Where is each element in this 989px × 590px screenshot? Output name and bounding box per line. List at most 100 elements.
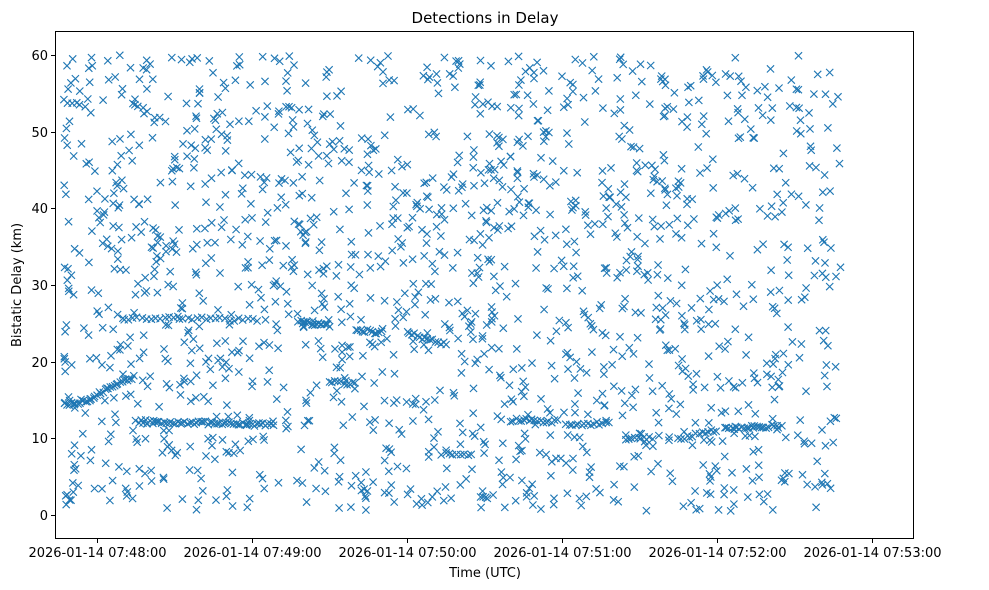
detection-point bbox=[545, 408, 554, 417]
detection-point bbox=[288, 116, 297, 124]
detection-point bbox=[677, 281, 686, 290]
detection-point bbox=[665, 390, 674, 398]
detection-point bbox=[646, 189, 655, 198]
detection-point bbox=[208, 433, 217, 442]
detection-point bbox=[775, 164, 784, 173]
detection-point bbox=[432, 70, 441, 78]
detection-point bbox=[836, 263, 845, 272]
detection-point bbox=[194, 496, 203, 505]
detection-point bbox=[338, 355, 347, 364]
detection-point bbox=[428, 174, 437, 183]
detection-point bbox=[598, 328, 607, 337]
detection-point bbox=[386, 113, 395, 122]
detection-point bbox=[139, 348, 148, 357]
detection-point bbox=[345, 146, 354, 155]
detection-point bbox=[819, 336, 828, 345]
detection-point bbox=[261, 315, 270, 324]
detection-point bbox=[67, 360, 76, 369]
detection-point bbox=[683, 123, 692, 132]
detection-point bbox=[405, 222, 414, 231]
detection-point bbox=[207, 135, 216, 144]
detection-point bbox=[422, 178, 431, 187]
detection-point bbox=[336, 121, 345, 130]
detection-point bbox=[504, 224, 513, 233]
detection-point bbox=[433, 78, 442, 87]
detection-point bbox=[283, 407, 292, 416]
detection-point bbox=[212, 412, 221, 421]
detection-point bbox=[487, 343, 496, 352]
detection-point bbox=[803, 244, 812, 253]
detection-point bbox=[221, 190, 230, 199]
detection-point bbox=[69, 488, 78, 497]
detection-point bbox=[571, 408, 579, 417]
detection-point bbox=[706, 490, 715, 499]
detection-point bbox=[187, 141, 196, 150]
detection-point bbox=[734, 134, 743, 143]
detection-point bbox=[115, 345, 124, 354]
detection-point bbox=[532, 331, 541, 340]
detection-point bbox=[485, 233, 493, 242]
detection-point bbox=[530, 491, 539, 500]
detection-point bbox=[457, 349, 466, 358]
detection-point bbox=[399, 313, 408, 322]
detection-point bbox=[729, 171, 738, 180]
detection-point bbox=[128, 494, 137, 503]
detection-point bbox=[141, 469, 149, 478]
detection-point bbox=[262, 174, 271, 182]
detection-point bbox=[260, 338, 268, 347]
detection-point bbox=[487, 317, 496, 326]
detection-point bbox=[222, 358, 231, 367]
detection-point bbox=[272, 395, 281, 404]
detection-point bbox=[731, 216, 740, 225]
detection-point bbox=[167, 53, 176, 62]
detection-point bbox=[310, 131, 319, 140]
detection-point bbox=[458, 180, 467, 189]
detection-point bbox=[319, 110, 328, 119]
detection-point bbox=[411, 400, 420, 409]
detection-point bbox=[135, 75, 144, 84]
detection-point bbox=[218, 435, 227, 444]
detection-point bbox=[85, 78, 94, 87]
detection-point bbox=[517, 363, 526, 372]
detection-point bbox=[201, 180, 210, 188]
detection-point bbox=[409, 279, 418, 288]
detection-point bbox=[415, 111, 424, 120]
detection-point bbox=[485, 130, 494, 139]
detection-point bbox=[402, 398, 411, 406]
detection-point bbox=[346, 503, 355, 512]
detection-point bbox=[182, 99, 191, 108]
detection-point bbox=[780, 469, 789, 477]
detection-point bbox=[811, 482, 820, 491]
detection-point bbox=[159, 475, 168, 484]
detection-point bbox=[507, 222, 516, 231]
detection-point bbox=[252, 106, 261, 115]
detection-point bbox=[708, 71, 717, 80]
detection-point bbox=[366, 141, 375, 150]
detection-point bbox=[702, 129, 711, 138]
x-tick-label: 2026-01-14 07:53:00 bbox=[803, 546, 941, 561]
detection-point bbox=[762, 370, 771, 379]
detection-point bbox=[539, 418, 548, 427]
detection-point bbox=[481, 440, 490, 449]
detection-point bbox=[551, 231, 560, 240]
detection-point bbox=[624, 435, 633, 444]
detection-point bbox=[708, 155, 717, 164]
detection-point bbox=[469, 163, 478, 172]
detection-point bbox=[607, 163, 615, 172]
detection-point bbox=[69, 290, 78, 299]
detection-point bbox=[449, 170, 458, 179]
detection-point bbox=[63, 141, 72, 150]
detection-point bbox=[65, 117, 74, 126]
detection-point bbox=[466, 328, 475, 336]
detection-point bbox=[617, 386, 626, 395]
detection-point bbox=[117, 235, 126, 244]
detection-point bbox=[599, 370, 608, 379]
detection-point bbox=[290, 217, 299, 226]
detection-point bbox=[153, 288, 162, 297]
detection-point bbox=[408, 399, 417, 408]
detection-point bbox=[420, 333, 429, 342]
detection-point bbox=[202, 357, 210, 366]
detection-point bbox=[148, 419, 157, 428]
detection-point bbox=[620, 210, 629, 219]
detection-point bbox=[711, 78, 720, 87]
